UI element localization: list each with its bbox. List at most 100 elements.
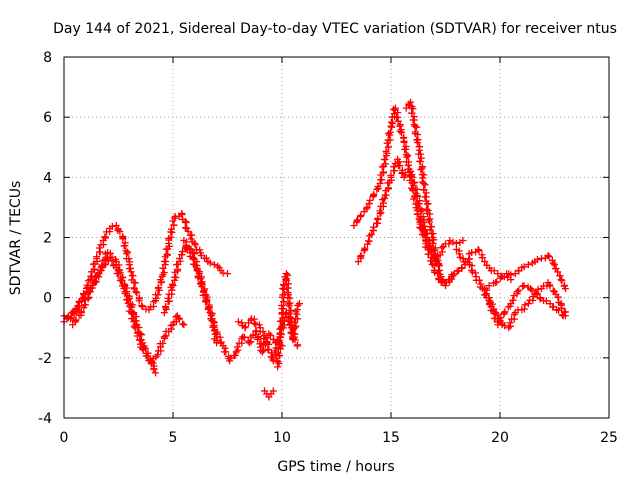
data-point bbox=[448, 273, 456, 281]
data-point bbox=[490, 267, 498, 275]
data-point bbox=[125, 295, 133, 303]
data-point bbox=[385, 129, 393, 137]
data-point bbox=[365, 199, 373, 207]
data-point bbox=[162, 302, 170, 310]
data-point bbox=[85, 293, 93, 301]
data-point bbox=[474, 246, 482, 254]
series-track-1 bbox=[60, 209, 231, 323]
data-point bbox=[524, 261, 532, 269]
data-point bbox=[291, 330, 299, 338]
data-marks bbox=[60, 98, 569, 401]
data-point bbox=[557, 276, 565, 284]
data-point bbox=[233, 343, 241, 351]
data-point bbox=[278, 302, 286, 310]
data-point bbox=[86, 288, 94, 296]
x-tick-label: 20 bbox=[491, 430, 509, 446]
data-point bbox=[413, 193, 421, 201]
data-point bbox=[159, 339, 167, 347]
data-point bbox=[445, 240, 453, 248]
data-point bbox=[269, 355, 277, 363]
data-point bbox=[408, 109, 416, 117]
data-point bbox=[429, 239, 437, 247]
data-point bbox=[294, 301, 302, 309]
data-point bbox=[216, 333, 224, 341]
data-point bbox=[511, 270, 519, 278]
data-point bbox=[181, 217, 189, 225]
data-point bbox=[370, 223, 378, 231]
data-point bbox=[542, 297, 550, 305]
data-point bbox=[426, 226, 434, 234]
data-point bbox=[527, 285, 535, 293]
data-point bbox=[131, 317, 139, 325]
data-point bbox=[498, 273, 506, 281]
data-point bbox=[282, 270, 290, 278]
data-point bbox=[407, 172, 415, 180]
data-point bbox=[77, 308, 85, 316]
data-point bbox=[116, 269, 124, 277]
data-point bbox=[409, 181, 417, 189]
data-point bbox=[418, 206, 426, 214]
data-point bbox=[108, 223, 116, 231]
data-point bbox=[459, 255, 467, 263]
data-point bbox=[101, 233, 109, 241]
data-point bbox=[95, 244, 103, 252]
series-track-15 bbox=[481, 282, 567, 329]
data-point bbox=[414, 200, 422, 208]
data-point bbox=[446, 237, 454, 245]
x-tick-label: 25 bbox=[600, 430, 618, 446]
data-point bbox=[407, 98, 415, 106]
data-point bbox=[442, 279, 449, 287]
data-point bbox=[179, 320, 187, 328]
data-point bbox=[74, 302, 82, 310]
data-point bbox=[73, 306, 81, 314]
chart-title: Day 144 of 2021, Sidereal Day-to-day VTE… bbox=[53, 21, 617, 37]
data-point bbox=[491, 314, 499, 322]
series-track-11 bbox=[402, 98, 458, 290]
data-point bbox=[468, 268, 476, 276]
series-track-9 bbox=[350, 104, 443, 269]
data-point bbox=[132, 288, 140, 296]
data-point bbox=[273, 357, 281, 365]
data-point bbox=[378, 163, 386, 171]
data-point bbox=[459, 237, 467, 245]
data-point bbox=[363, 203, 371, 211]
data-point bbox=[413, 210, 421, 218]
data-point bbox=[413, 123, 421, 131]
data-point bbox=[396, 127, 404, 135]
data-point bbox=[141, 344, 149, 352]
data-point bbox=[125, 265, 133, 273]
data-point bbox=[453, 267, 461, 275]
data-point bbox=[475, 247, 483, 255]
y-tick-label: 8 bbox=[43, 50, 52, 66]
data-point bbox=[198, 282, 206, 290]
data-point bbox=[240, 334, 248, 342]
data-point bbox=[137, 336, 145, 344]
data-point bbox=[160, 333, 168, 341]
data-point bbox=[267, 331, 275, 339]
y-tick-label: 0 bbox=[43, 291, 52, 307]
grid bbox=[64, 57, 609, 418]
data-point bbox=[434, 269, 442, 277]
series-track-14 bbox=[485, 252, 569, 293]
data-point bbox=[222, 348, 230, 356]
data-point bbox=[258, 348, 266, 356]
data-point bbox=[382, 160, 390, 168]
data-point bbox=[423, 200, 431, 208]
data-point bbox=[425, 250, 433, 258]
data-point bbox=[123, 288, 131, 296]
data-point bbox=[556, 272, 564, 280]
data-point bbox=[190, 260, 198, 268]
data-point bbox=[163, 250, 171, 258]
data-point bbox=[386, 128, 394, 136]
data-point bbox=[287, 321, 295, 329]
data-point bbox=[284, 271, 292, 279]
data-point bbox=[72, 316, 80, 324]
data-point bbox=[205, 304, 213, 312]
data-point bbox=[241, 323, 249, 331]
data-point bbox=[494, 321, 502, 329]
series-track-8 bbox=[273, 270, 303, 371]
data-point bbox=[404, 152, 412, 160]
data-point bbox=[209, 321, 217, 329]
data-point bbox=[398, 169, 406, 177]
data-point bbox=[295, 300, 303, 308]
